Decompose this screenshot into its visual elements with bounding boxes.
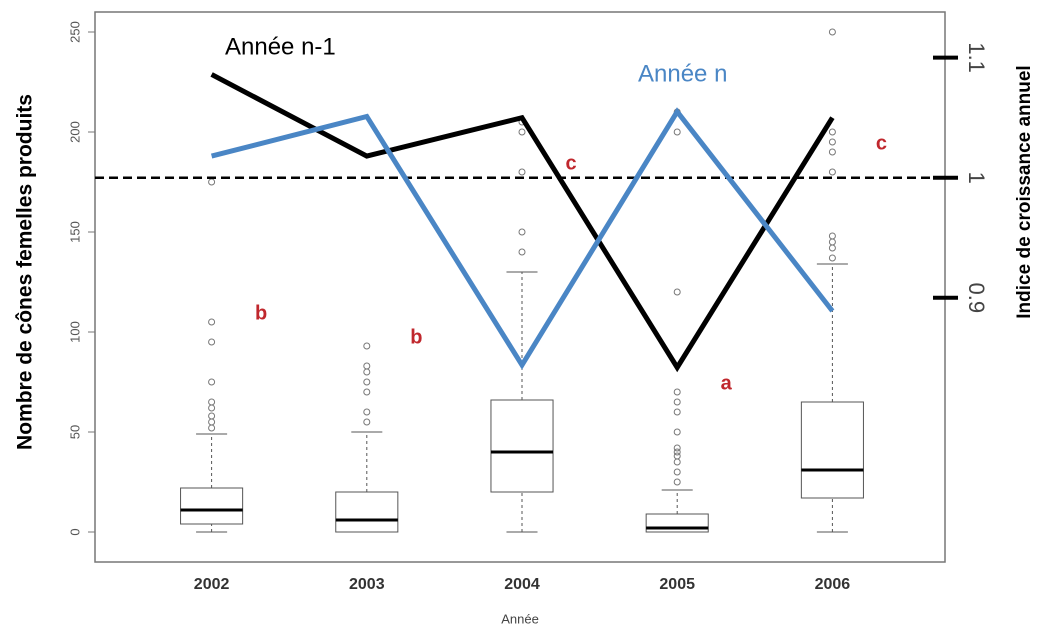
line-series bbox=[210, 107, 835, 370]
outlier bbox=[208, 412, 216, 420]
series-label: Année n-1 bbox=[225, 33, 336, 60]
outlier bbox=[828, 128, 836, 136]
y-tick-label: 200 bbox=[67, 121, 82, 143]
y-tick-label: 250 bbox=[67, 21, 82, 43]
y-axis-label: Nombre de cônes femelles produits bbox=[14, 94, 37, 450]
group-letter: b bbox=[410, 326, 422, 348]
group-letter: a bbox=[721, 372, 733, 394]
x-tick-label: 2004 bbox=[504, 576, 540, 593]
outlier bbox=[363, 362, 371, 370]
outlier bbox=[518, 168, 526, 176]
outlier bbox=[828, 254, 836, 262]
plot-frame bbox=[94, 11, 946, 563]
outlier bbox=[828, 148, 836, 156]
outlier bbox=[208, 404, 216, 412]
outlier bbox=[518, 228, 526, 236]
outlier bbox=[673, 452, 681, 460]
outlier bbox=[673, 408, 681, 416]
y-tick-label: 50 bbox=[67, 425, 82, 439]
outlier bbox=[828, 232, 836, 240]
y-tick-label: 0 bbox=[67, 528, 82, 535]
outlier bbox=[208, 424, 216, 432]
outlier bbox=[363, 408, 371, 416]
box bbox=[335, 491, 399, 533]
outlier bbox=[363, 342, 371, 350]
y-tick-label: 150 bbox=[67, 221, 82, 243]
x-tick-label: 2003 bbox=[349, 576, 385, 593]
outlier bbox=[208, 178, 216, 186]
outlier bbox=[673, 468, 681, 476]
outlier bbox=[363, 378, 371, 386]
group-letter: c bbox=[876, 132, 887, 154]
box bbox=[490, 399, 554, 493]
box bbox=[800, 401, 864, 499]
outlier bbox=[673, 128, 681, 136]
outlier bbox=[208, 418, 216, 426]
outlier bbox=[828, 168, 836, 176]
group-letter: c bbox=[565, 152, 576, 174]
outlier bbox=[518, 128, 526, 136]
outlier bbox=[673, 388, 681, 396]
series-label: Année n bbox=[638, 60, 727, 87]
outlier bbox=[208, 338, 216, 346]
outlier bbox=[673, 444, 681, 452]
y2-tick-label: 1.1 bbox=[964, 42, 989, 73]
y2-tick-label: 0.9 bbox=[964, 283, 989, 314]
group-letter: b bbox=[255, 302, 267, 324]
x-axis-label: Année bbox=[501, 611, 539, 626]
outlier bbox=[208, 378, 216, 386]
line-series bbox=[210, 72, 835, 373]
outlier bbox=[828, 138, 836, 146]
y2-axis-label: Indice de croissance annuel bbox=[1014, 65, 1035, 318]
x-tick-label: 2002 bbox=[194, 576, 230, 593]
y2-tick-label: 1 bbox=[964, 172, 989, 184]
y-tick-label: 100 bbox=[67, 321, 82, 343]
outlier bbox=[673, 458, 681, 466]
outlier bbox=[363, 368, 371, 376]
x-tick-label: 2005 bbox=[659, 576, 695, 593]
outlier bbox=[363, 388, 371, 396]
outlier bbox=[673, 448, 681, 456]
box bbox=[180, 487, 244, 525]
outlier bbox=[673, 478, 681, 486]
outlier bbox=[828, 244, 836, 252]
outlier bbox=[518, 248, 526, 256]
outlier bbox=[673, 428, 681, 436]
outlier bbox=[208, 318, 216, 326]
outlier bbox=[673, 398, 681, 406]
outlier bbox=[673, 288, 681, 296]
outlier bbox=[828, 238, 836, 246]
x-tick-label: 2006 bbox=[815, 576, 851, 593]
outlier bbox=[828, 28, 836, 36]
outlier bbox=[208, 398, 216, 406]
outlier bbox=[363, 418, 371, 426]
